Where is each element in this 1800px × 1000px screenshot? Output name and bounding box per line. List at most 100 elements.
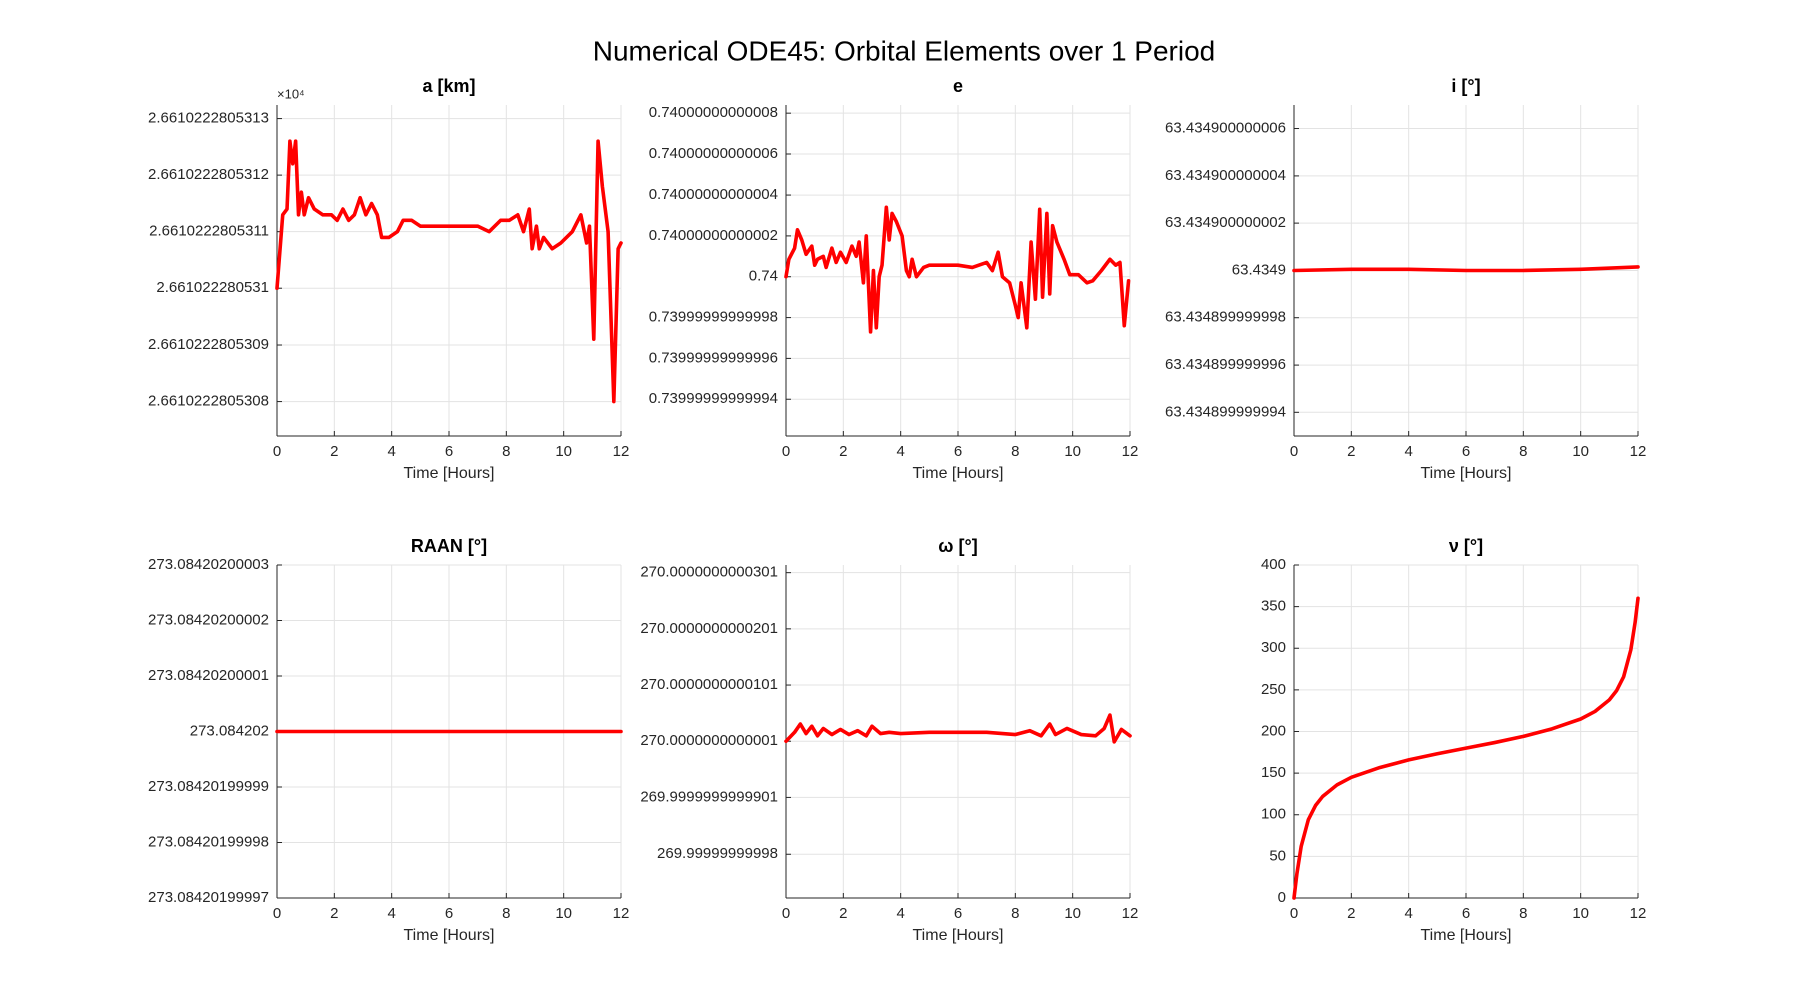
y-tick-label: 270.0000000000301: [640, 564, 778, 581]
data-line: [784, 205, 1131, 334]
y-tick-label: 50: [1269, 847, 1286, 864]
y-tick-label: 2.6610222805312: [148, 166, 269, 183]
y-tick-label: 63.434899999998: [1165, 309, 1286, 326]
x-tick-label: 0: [782, 905, 790, 922]
y-tick-label: 0: [1278, 889, 1286, 906]
x-tick-label: 0: [273, 443, 281, 460]
subplot-title: ω [°]: [938, 536, 977, 556]
x-tick-label: 12: [1630, 905, 1647, 922]
data-line: [275, 139, 623, 404]
x-tick-label: 2: [1347, 443, 1355, 460]
figure-title: Numerical ODE45: Orbital Elements over 1…: [593, 35, 1215, 66]
y-tick-label: 300: [1261, 639, 1286, 656]
y-tick-label: 0.73999999999996: [649, 349, 778, 366]
x-tick-label: 6: [1462, 443, 1470, 460]
x-tick-label: 6: [1462, 905, 1470, 922]
x-axis-label: Time [Hours]: [404, 927, 495, 944]
y-tick-label: 63.434900000006: [1165, 119, 1286, 136]
x-tick-label: 4: [1404, 443, 1412, 460]
y-tick-label: 270.0000000000101: [640, 676, 778, 693]
x-tick-label: 6: [445, 905, 453, 922]
y-tick-label: 0.74000000000006: [649, 145, 778, 162]
x-tick-label: 2: [839, 905, 847, 922]
y-tick-label: 2.6610222805309: [148, 336, 269, 353]
x-axis-label: Time [Hours]: [913, 927, 1004, 944]
x-tick-label: 8: [1519, 443, 1527, 460]
y-tick-label: 400: [1261, 556, 1286, 573]
x-tick-label: 10: [555, 443, 572, 460]
x-tick-label: 8: [1011, 443, 1019, 460]
x-tick-label: 12: [1122, 443, 1139, 460]
subplot-title: RAAN [°]: [411, 536, 487, 556]
x-tick-label: 0: [273, 905, 281, 922]
y-tick-label: 200: [1261, 722, 1286, 739]
y-tick-label: 100: [1261, 806, 1286, 823]
y-tick-label: 273.084202: [190, 722, 269, 739]
x-tick-label: 10: [1572, 905, 1589, 922]
subplot-title: i [°]: [1451, 76, 1480, 96]
x-tick-label: 10: [555, 905, 572, 922]
y-tick-label: 0.73999999999998: [649, 309, 778, 326]
x-tick-label: 8: [1519, 905, 1527, 922]
x-tick-label: 12: [613, 443, 630, 460]
x-tick-label: 4: [387, 443, 395, 460]
y-tick-label: 63.434900000004: [1165, 167, 1286, 184]
y-tick-label: 150: [1261, 764, 1286, 781]
x-tick-label: 6: [445, 443, 453, 460]
x-tick-label: 12: [613, 905, 630, 922]
y-tick-label: 350: [1261, 598, 1286, 615]
y-tick-label: 2.6610222805308: [148, 393, 269, 410]
y-tick-label: 0.73999999999994: [649, 390, 778, 407]
x-tick-label: 2: [1347, 905, 1355, 922]
y-tick-label: 273.08420200002: [148, 611, 269, 628]
x-tick-label: 6: [954, 443, 962, 460]
y-tick-label: 63.434899999996: [1165, 356, 1286, 373]
y-tick-label: 269.99999999998: [657, 845, 778, 862]
x-tick-label: 2: [330, 905, 338, 922]
x-tick-label: 10: [1064, 443, 1081, 460]
x-tick-label: 12: [1630, 443, 1647, 460]
x-tick-label: 4: [1404, 905, 1412, 922]
x-tick-label: 10: [1064, 905, 1081, 922]
x-tick-label: 8: [502, 443, 510, 460]
x-tick-label: 0: [1290, 443, 1298, 460]
x-tick-label: 0: [782, 443, 790, 460]
y-tick-label: 250: [1261, 681, 1286, 698]
x-tick-label: 2: [839, 443, 847, 460]
y-tick-label: 2.6610222805313: [148, 110, 269, 127]
y-tick-label: 63.434899999994: [1165, 403, 1286, 420]
data-line: [1292, 265, 1640, 273]
subplot-title: ν [°]: [1449, 536, 1483, 556]
x-tick-label: 8: [1011, 905, 1019, 922]
subplot-title: a [km]: [422, 76, 475, 96]
data-line: [784, 713, 1132, 744]
y-tick-label: 0.74000000000002: [649, 227, 778, 244]
x-tick-label: 0: [1290, 905, 1298, 922]
x-axis-label: Time [Hours]: [1421, 465, 1512, 482]
x-tick-label: 4: [387, 905, 395, 922]
x-tick-label: 4: [896, 443, 904, 460]
x-axis-label: Time [Hours]: [404, 465, 495, 482]
y-tick-label: 2.6610222805311: [149, 223, 269, 240]
x-tick-label: 2: [330, 443, 338, 460]
y-tick-label: 63.4349: [1232, 261, 1286, 278]
y-tick-label: 269.9999999999901: [640, 788, 778, 805]
y-tick-label: 273.08420200001: [148, 667, 269, 684]
subplot-title: e: [953, 76, 963, 96]
y-tick-label: 63.434900000002: [1165, 214, 1286, 231]
y-tick-label: 270.0000000000201: [640, 620, 778, 637]
x-axis-label: Time [Hours]: [1421, 927, 1512, 944]
y-tick-label: 273.08420199998: [148, 833, 269, 850]
x-tick-label: 12: [1122, 905, 1139, 922]
y-tick-label: 273.08420199999: [148, 778, 269, 795]
x-tick-label: 6: [954, 905, 962, 922]
x-axis-label: Time [Hours]: [913, 465, 1004, 482]
y-tick-label: 0.74: [749, 268, 778, 285]
x-tick-label: 4: [896, 905, 904, 922]
y-exponent: ×10⁴: [277, 86, 305, 101]
x-tick-label: 10: [1572, 443, 1589, 460]
y-tick-label: 0.74000000000004: [649, 186, 778, 203]
y-tick-label: 2.661022280531: [156, 279, 269, 296]
